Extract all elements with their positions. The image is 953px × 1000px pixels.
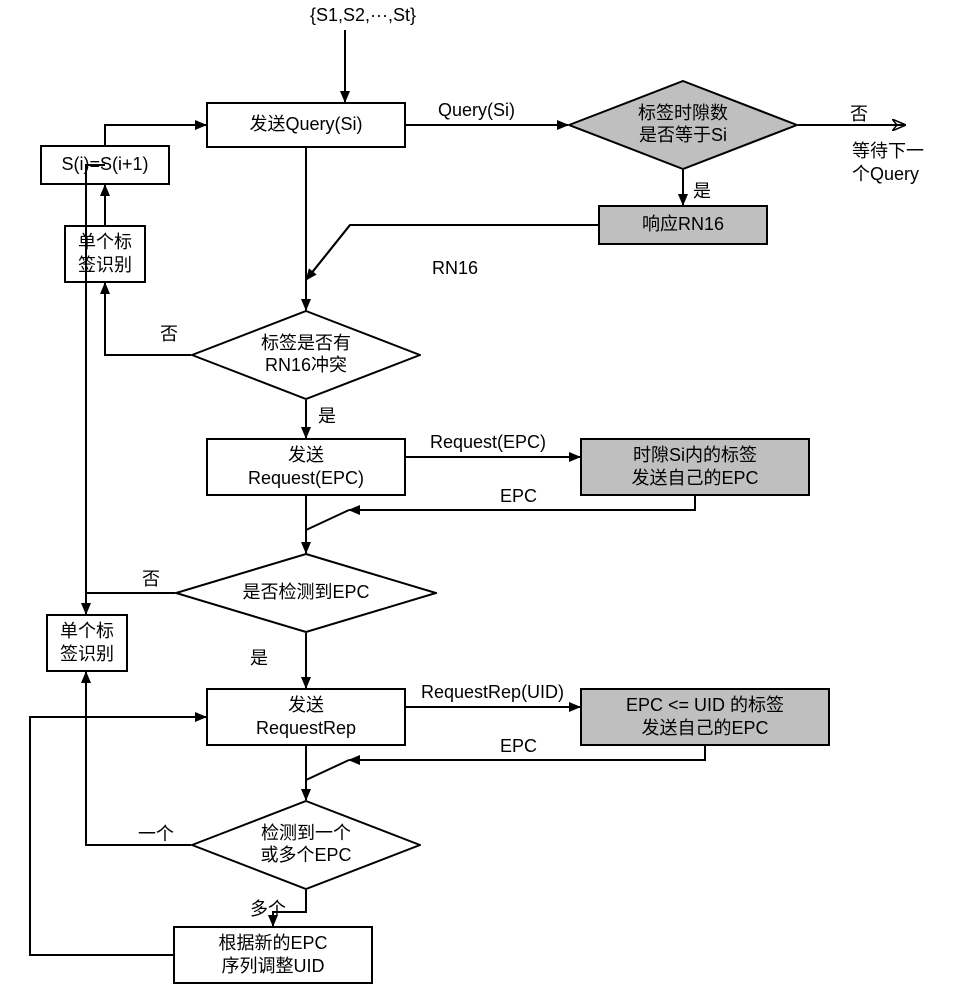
label-yes3: 是 <box>250 644 268 670</box>
label-epc2: EPC <box>500 736 537 757</box>
node-resp-rn16: 响应RN16 <box>598 205 768 245</box>
label-rn16: RN16 <box>432 258 478 279</box>
send-reqepc-text: 发送 Request(EPC) <box>248 444 364 491</box>
tag-send-epc2-text: EPC <= UID 的标签 发送自己的EPC <box>626 694 784 741</box>
diamond-rn16-text: 标签是否有 RN16冲突 <box>261 333 351 376</box>
tag-send-epc-text: 时隙Si内的标签 发送自己的EPC <box>631 444 758 491</box>
single1-text: 单个标 签识别 <box>78 231 132 278</box>
label-epc1: EPC <box>500 486 537 507</box>
node-send-reqepc: 发送 Request(EPC) <box>206 438 406 496</box>
send-query-text: 发送Query(Si) <box>249 113 362 136</box>
diamond-slot: 标签时隙数 是否等于Si <box>568 80 798 170</box>
diamond-one-or-more: 检测到一个 或多个EPC <box>191 800 421 890</box>
node-inc: S(i)=S(i+1) <box>40 145 170 185</box>
inc-text: S(i)=S(i+1) <box>61 153 148 176</box>
diamond-one-or-more-text: 检测到一个 或多个EPC <box>260 823 351 866</box>
node-tag-send-epc: 时隙Si内的标签 发送自己的EPC <box>580 438 810 496</box>
node-single2: 单个标 签识别 <box>46 614 128 672</box>
label-reqrep-uid: RequestRep(UID) <box>421 682 564 703</box>
diamond-rn16: 标签是否有 RN16冲突 <box>191 310 421 400</box>
diamond-detect-epc-text: 是否检测到EPC <box>242 582 369 604</box>
label-query-si: Query(Si) <box>438 100 515 121</box>
label-many: 多个 <box>250 895 286 921</box>
label-wait-next: 等待下一 个Query <box>852 140 924 187</box>
adjust-uid-text: 根据新的EPC 序列调整UID <box>218 932 327 979</box>
label-no1: 否 <box>850 100 868 126</box>
node-send-query: 发送Query(Si) <box>206 102 406 148</box>
label-no2: 否 <box>160 320 178 346</box>
node-tag-send-epc2: EPC <= UID 的标签 发送自己的EPC <box>580 688 830 746</box>
label-req-epc: Request(EPC) <box>430 432 546 453</box>
label-yes1: 是 <box>693 177 711 203</box>
node-send-reqrep: 发送 RequestRep <box>206 688 406 746</box>
diamond-detect-epc: 是否检测到EPC <box>175 553 437 633</box>
send-reqrep-text: 发送 RequestRep <box>256 694 356 741</box>
diamond-slot-text: 标签时隙数 是否等于Si <box>638 103 728 146</box>
node-adjust-uid: 根据新的EPC 序列调整UID <box>173 926 373 984</box>
label-one: 一个 <box>138 820 174 846</box>
label-no3: 否 <box>142 565 160 591</box>
label-top-set: {S1,S2,···,St} <box>310 5 416 26</box>
resp-rn16-text: 响应RN16 <box>642 213 724 236</box>
label-yes2: 是 <box>318 402 336 428</box>
single2-text: 单个标 签识别 <box>60 620 114 667</box>
node-single1: 单个标 签识别 <box>64 225 146 283</box>
